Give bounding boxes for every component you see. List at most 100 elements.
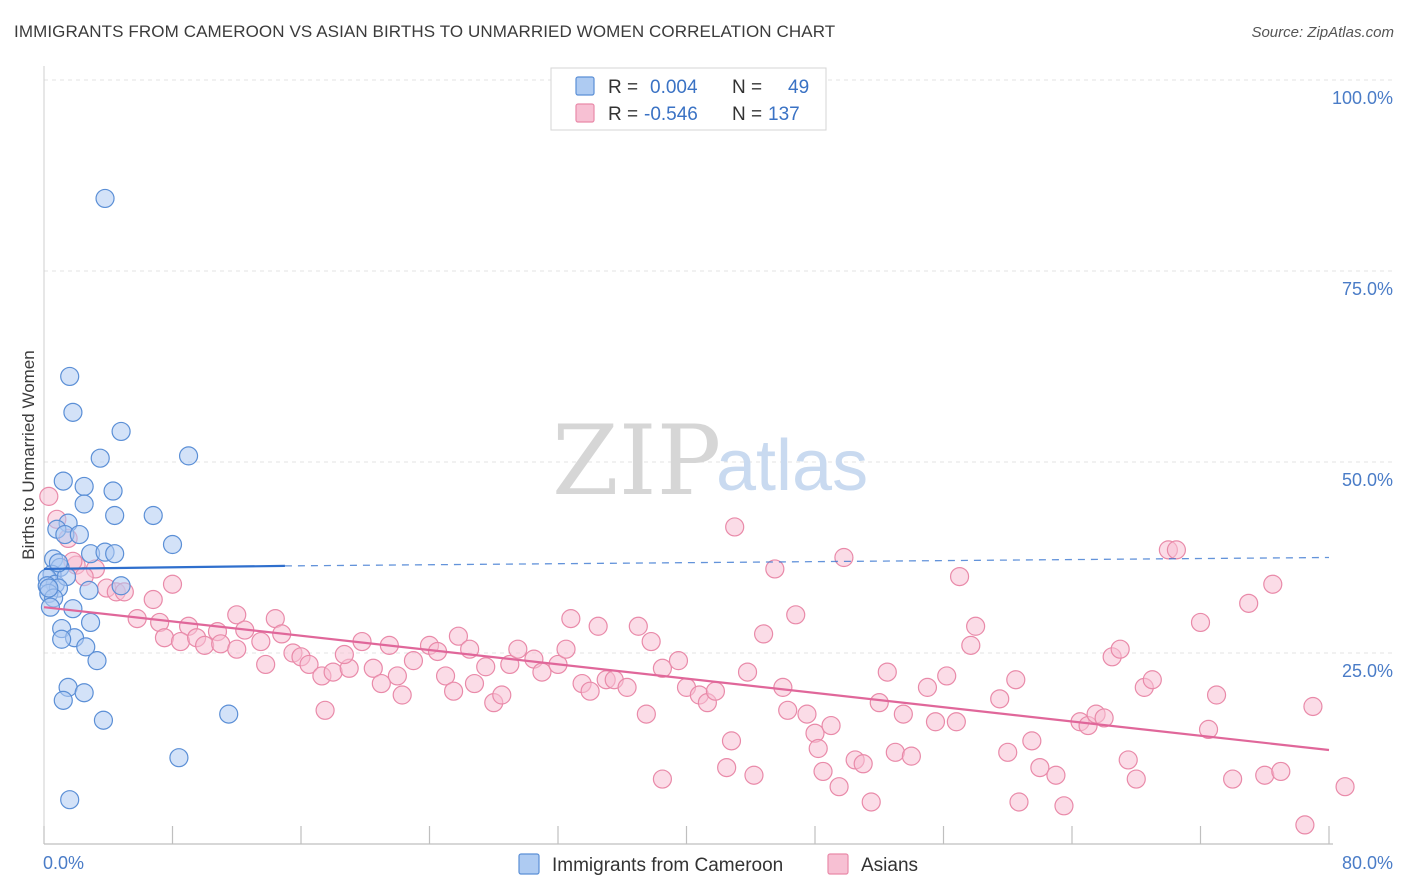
cameroon-point-16 bbox=[162, 534, 183, 555]
asians-point-79 bbox=[744, 765, 764, 785]
cameroon-point-46 bbox=[60, 790, 80, 810]
asians-point-97 bbox=[885, 742, 905, 762]
cameroon-point-1 bbox=[60, 366, 80, 387]
cameroon-point-11 bbox=[143, 505, 163, 526]
asians-point-113 bbox=[1046, 765, 1066, 785]
legend-r-value-asians: -0.546 bbox=[644, 104, 698, 125]
cameroon-point-19 bbox=[105, 544, 125, 564]
trend-cameroon-solid bbox=[43, 564, 285, 571]
y-tick-label-3: 25.0% bbox=[1342, 661, 1393, 681]
asians-point-22 bbox=[211, 634, 231, 654]
asians-point-114 bbox=[1054, 796, 1074, 816]
legend-n-label-asians: N = bbox=[732, 104, 762, 125]
asians-point-96 bbox=[877, 662, 897, 682]
asians-point-99 bbox=[901, 746, 921, 766]
series-asians bbox=[39, 486, 1355, 835]
cameroon-point-45 bbox=[169, 748, 189, 768]
cameroon-point-42 bbox=[53, 690, 73, 710]
asians-point-132 bbox=[1255, 765, 1275, 785]
cameroon-point-39 bbox=[87, 651, 107, 671]
asians-point-107 bbox=[990, 689, 1010, 709]
asians-point-84 bbox=[786, 605, 806, 625]
cameroon-point-10 bbox=[105, 505, 125, 526]
asians-point-36 bbox=[363, 658, 383, 678]
asians-point-11 bbox=[227, 605, 247, 625]
asians-point-120 bbox=[1110, 639, 1130, 659]
asians-point-47 bbox=[443, 681, 464, 701]
bottom-legend-label-cameroon: Immigrants from Cameroon bbox=[552, 855, 783, 876]
asians-point-67 bbox=[641, 631, 661, 652]
asians-point-29 bbox=[299, 654, 319, 675]
watermark-zip: ZIP bbox=[552, 405, 721, 517]
asians-point-109 bbox=[1006, 670, 1026, 690]
asians-point-83 bbox=[778, 700, 798, 720]
asians-point-75 bbox=[725, 517, 745, 537]
y-axis-title: Births to Unmarried Women bbox=[19, 350, 38, 559]
watermark-atlas: atlas bbox=[716, 426, 868, 506]
legend-swatch-asians bbox=[575, 103, 595, 123]
asians-point-74 bbox=[705, 681, 726, 701]
cameroon-point-0 bbox=[95, 188, 115, 209]
asians-point-42 bbox=[392, 685, 412, 705]
asians-point-102 bbox=[937, 666, 957, 686]
chart-source: Source: ZipAtlas.com bbox=[1251, 24, 1394, 41]
asians-point-81 bbox=[765, 559, 785, 579]
asians-point-28 bbox=[256, 654, 276, 675]
asians-point-49 bbox=[476, 657, 496, 677]
trend-cameroon-dashed bbox=[284, 556, 1330, 567]
cameroon-point-38 bbox=[76, 637, 96, 657]
asians-point-57 bbox=[556, 639, 576, 659]
asians-point-53 bbox=[508, 639, 528, 659]
asians-point-131 bbox=[1239, 593, 1259, 613]
asians-point-76 bbox=[717, 757, 737, 778]
cameroon-point-6 bbox=[53, 471, 73, 491]
asians-point-23 bbox=[227, 639, 247, 659]
asians-point-124 bbox=[1142, 670, 1162, 690]
bottom-legend-swatch-cameroon bbox=[518, 853, 540, 875]
asians-point-118 bbox=[1094, 708, 1114, 728]
asians-point-61 bbox=[588, 616, 608, 636]
asians-point-70 bbox=[668, 651, 689, 671]
asians-point-64 bbox=[617, 677, 637, 697]
asians-point-89 bbox=[821, 715, 841, 736]
asians-point-136 bbox=[1295, 815, 1315, 835]
series-cameroon bbox=[37, 188, 239, 810]
asians-point-24 bbox=[251, 631, 271, 652]
asians-point-46 bbox=[435, 666, 456, 686]
asians-point-60 bbox=[580, 681, 600, 701]
asians-point-133 bbox=[1263, 574, 1283, 594]
asians-point-55 bbox=[532, 662, 552, 682]
cameroon-point-34 bbox=[80, 612, 101, 633]
asians-point-19 bbox=[170, 631, 191, 652]
asians-point-65 bbox=[628, 616, 648, 636]
asians-point-87 bbox=[808, 738, 828, 759]
asians-point-33 bbox=[315, 700, 335, 720]
asians-point-128 bbox=[1198, 719, 1219, 740]
cameroon-point-7 bbox=[103, 481, 123, 501]
legend-n-value-cameroon: 49 bbox=[788, 77, 809, 98]
asians-point-10 bbox=[143, 589, 163, 610]
watermark: ZIP atlas bbox=[552, 405, 868, 517]
asians-point-31 bbox=[323, 662, 343, 682]
chart-title: IMMIGRANTS FROM CAMEROON VS ASIAN BIRTHS… bbox=[14, 22, 836, 41]
asians-point-122 bbox=[1126, 769, 1146, 789]
asians-point-77 bbox=[721, 731, 742, 751]
cameroon-point-2 bbox=[63, 402, 83, 422]
legend-r-value-cameroon: 0.004 bbox=[650, 77, 698, 98]
bottom-legend-label-asians: Asians bbox=[861, 855, 918, 876]
asians-point-101 bbox=[925, 712, 946, 732]
legend-n-label-cameroon: N = bbox=[732, 77, 762, 98]
asians-point-127 bbox=[1190, 612, 1211, 633]
y-axis-label: Births to Unmarried Women bbox=[19, 350, 38, 559]
asians-point-91 bbox=[834, 547, 854, 568]
legend-n-value-asians: 137 bbox=[768, 104, 800, 125]
asians-point-129 bbox=[1206, 685, 1227, 705]
asians-point-130 bbox=[1223, 769, 1243, 789]
asians-point-100 bbox=[917, 677, 938, 697]
asians-point-41 bbox=[371, 673, 391, 694]
cameroon-point-43 bbox=[93, 710, 114, 730]
asians-point-94 bbox=[861, 792, 881, 812]
asians-point-51 bbox=[492, 685, 512, 705]
asians-point-98 bbox=[893, 704, 913, 724]
